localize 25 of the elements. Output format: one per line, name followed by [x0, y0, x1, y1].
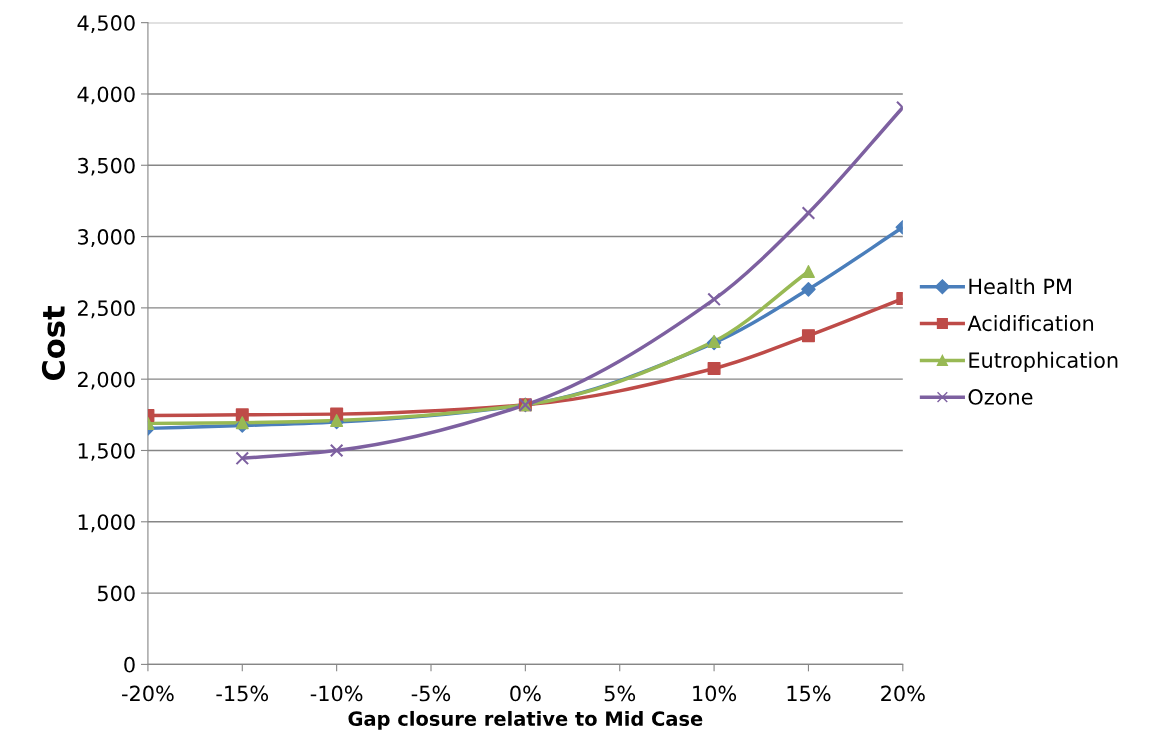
legend-label: Ozone	[968, 389, 1033, 405]
x-tick-label: -15%	[216, 685, 269, 702]
x-tick-label: 0%	[510, 685, 541, 702]
legend-label: Health PM	[969, 278, 1071, 295]
y-tick-label: 500	[97, 585, 135, 602]
y-tick-label: 4,500	[77, 15, 135, 33]
legend-label: Acidification	[967, 315, 1094, 332]
legend-label: Eutrophication	[969, 351, 1118, 373]
x-tick-label: 15%	[787, 685, 831, 702]
y-tick-label: 1,000	[78, 514, 135, 533]
x-tick-label: 20%	[881, 685, 925, 702]
y-tick-label: 3,500	[78, 157, 135, 176]
x-axis-title: Gap closure relative to Mid Case	[348, 710, 703, 730]
y-tick-label: 4,000	[77, 86, 135, 105]
y-tick-label: 0	[124, 656, 135, 673]
y-axis-title: Cost	[41, 306, 65, 381]
x-tick-label: -10%	[310, 685, 363, 702]
y-tick-label: 1,500	[78, 442, 135, 461]
x-tick-label: 5%	[604, 685, 636, 702]
x-tick-label: 10%	[693, 685, 737, 702]
y-tick-label: 2,500	[78, 300, 135, 319]
y-tick-label: 2,000	[78, 371, 135, 390]
x-tick-label: -5%	[411, 685, 451, 702]
x-tick-label: -20%	[122, 685, 174, 702]
y-tick-label: 3,000	[78, 229, 135, 247]
